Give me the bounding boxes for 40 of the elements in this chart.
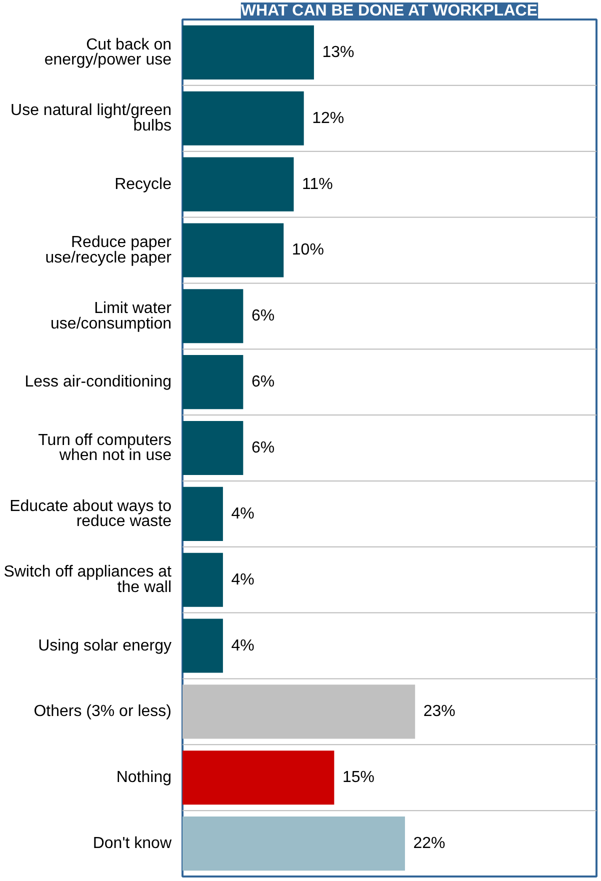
- y-tick-label: Turn off computers when not in use: [38, 432, 172, 464]
- chart-title: WHAT CAN BE DONE AT WORKPLACE: [240, 2, 538, 20]
- bar: [182, 223, 284, 278]
- y-tick-label: Don't know: [92, 835, 172, 852]
- data-label: 6%: [251, 374, 275, 391]
- y-tick-label: Using solar energy: [38, 637, 172, 654]
- y-tick-label: Educate about ways to reduce waste: [10, 498, 172, 530]
- data-label: 10%: [292, 242, 324, 259]
- bar: [182, 750, 334, 805]
- bar: [182, 355, 244, 410]
- bar: [182, 91, 304, 146]
- data-label: 4%: [231, 637, 254, 654]
- data-label: 22%: [413, 835, 446, 852]
- y-tick-label: Nothing: [116, 769, 172, 786]
- bar: [182, 684, 416, 739]
- data-label: 15%: [342, 769, 374, 786]
- data-label: 4%: [231, 505, 254, 522]
- data-label: 6%: [251, 308, 275, 325]
- bar: [182, 289, 244, 344]
- data-label: 4%: [231, 571, 254, 588]
- bar: [182, 25, 314, 80]
- y-tick-label: Limit water use/consumption: [50, 300, 172, 332]
- bar: [182, 552, 223, 607]
- y-tick-label: Recycle: [114, 176, 172, 193]
- y-tick-label: Cut back on energy/power use: [44, 36, 172, 69]
- y-tick-label: Use natural light/green bulbs: [10, 102, 172, 135]
- bar: [182, 486, 223, 541]
- bar: [182, 816, 405, 871]
- y-tick-label: Less air-conditioning: [24, 374, 172, 391]
- bar: [182, 618, 223, 673]
- bar: [182, 420, 244, 476]
- y-tick-label: Switch off appliances at the wall: [4, 564, 172, 596]
- bar: [182, 157, 294, 212]
- data-label: 23%: [423, 703, 456, 720]
- data-label: 12%: [312, 110, 344, 127]
- data-label: 13%: [322, 44, 354, 61]
- data-label: 6%: [251, 440, 275, 456]
- data-label: 11%: [302, 176, 333, 193]
- y-tick-label: Others (3% or less): [34, 703, 172, 720]
- y-tick-label: Reduce paper use/recycle paper: [45, 234, 172, 266]
